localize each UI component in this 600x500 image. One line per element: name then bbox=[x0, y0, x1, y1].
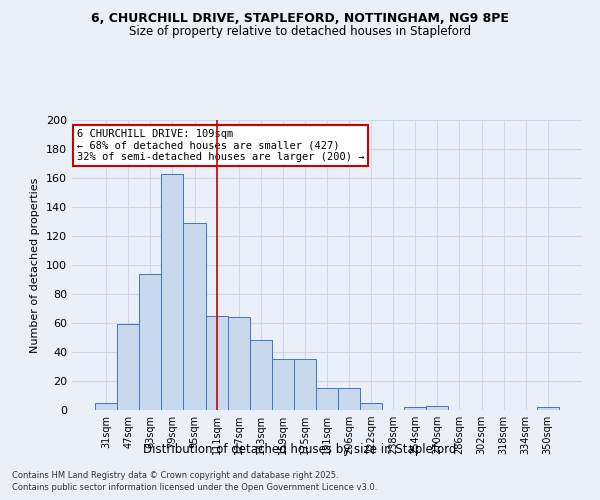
Bar bbox=[294, 359, 316, 410]
Bar bbox=[206, 316, 227, 410]
Text: Contains public sector information licensed under the Open Government Licence v3: Contains public sector information licen… bbox=[12, 484, 377, 492]
Bar bbox=[272, 359, 294, 410]
Bar bbox=[250, 340, 272, 410]
Bar bbox=[427, 406, 448, 410]
Text: 6, CHURCHILL DRIVE, STAPLEFORD, NOTTINGHAM, NG9 8PE: 6, CHURCHILL DRIVE, STAPLEFORD, NOTTINGH… bbox=[91, 12, 509, 26]
Text: Distribution of detached houses by size in Stapleford: Distribution of detached houses by size … bbox=[143, 444, 457, 456]
Y-axis label: Number of detached properties: Number of detached properties bbox=[31, 178, 40, 352]
Bar bbox=[227, 317, 250, 410]
Bar bbox=[360, 403, 382, 410]
Bar bbox=[316, 388, 338, 410]
Bar bbox=[537, 407, 559, 410]
Text: Contains HM Land Registry data © Crown copyright and database right 2025.: Contains HM Land Registry data © Crown c… bbox=[12, 471, 338, 480]
Bar bbox=[338, 388, 360, 410]
Text: Size of property relative to detached houses in Stapleford: Size of property relative to detached ho… bbox=[129, 25, 471, 38]
Bar bbox=[95, 403, 117, 410]
Bar bbox=[117, 324, 139, 410]
Bar bbox=[404, 407, 427, 410]
Text: 6 CHURCHILL DRIVE: 109sqm
← 68% of detached houses are smaller (427)
32% of semi: 6 CHURCHILL DRIVE: 109sqm ← 68% of detac… bbox=[77, 128, 365, 162]
Bar bbox=[184, 223, 206, 410]
Bar bbox=[161, 174, 184, 410]
Bar bbox=[139, 274, 161, 410]
